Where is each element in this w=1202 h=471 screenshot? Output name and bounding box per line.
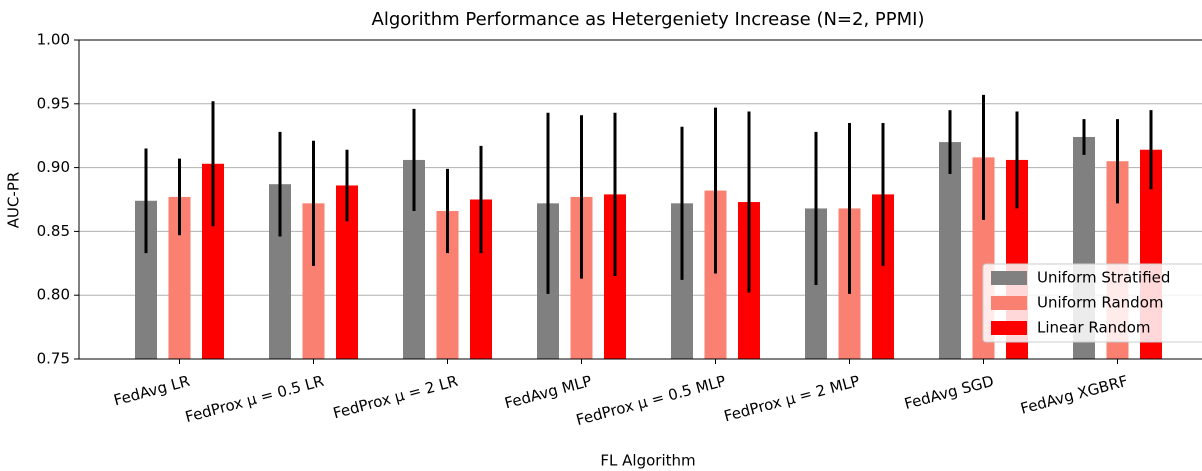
x-tick-label: FedAvg MLP [503, 372, 594, 413]
bar [436, 210, 459, 359]
legend-swatch [991, 321, 1027, 335]
y-tick-label: 0.90 [37, 158, 70, 176]
y-tick-label: 0.75 [37, 350, 70, 368]
legend-label: Uniform Random [1037, 294, 1164, 312]
bar [604, 194, 626, 359]
x-tick-label: FedAvg XGBRF [1018, 372, 1129, 418]
bar [168, 196, 191, 359]
legend-label: Uniform Stratified [1037, 269, 1170, 287]
plot-frame [78, 39, 1202, 360]
legend-label: Linear Random [1037, 319, 1151, 337]
x-tick-label: FedProx μ = 2 LR [331, 372, 460, 423]
x-tick-label: FedAvg SGD [902, 372, 995, 413]
bar [671, 203, 693, 359]
legend-swatch [991, 271, 1027, 285]
bar [470, 199, 492, 359]
y-tick-label: 1.00 [37, 31, 70, 49]
x-tick-label: FedProx μ = 0.5 MLP [574, 372, 728, 429]
bar [269, 184, 291, 359]
chart-title: Algorithm Performance as Hetergeniety In… [372, 9, 925, 30]
bar [403, 159, 425, 359]
bar [939, 142, 961, 359]
bar [135, 200, 157, 359]
bar [704, 190, 727, 359]
x-tick-label: FedProx μ = 0.5 LR [183, 372, 325, 426]
x-axis-label: FL Algorithm [600, 452, 695, 470]
y-axis-label: AUC-PR [5, 172, 23, 229]
legend-swatch [991, 296, 1027, 310]
x-tick-label: FedAvg LR [112, 372, 192, 410]
y-tick-label: 0.95 [37, 94, 70, 112]
y-tick-label: 0.85 [37, 222, 70, 240]
x-tick-label: FedProx μ = 2 MLP [722, 372, 862, 426]
bar [202, 163, 224, 359]
legend-box [982, 263, 1202, 343]
bar [872, 194, 894, 359]
bar [336, 185, 358, 359]
y-tick-label: 0.80 [37, 286, 70, 304]
bar [302, 203, 325, 359]
